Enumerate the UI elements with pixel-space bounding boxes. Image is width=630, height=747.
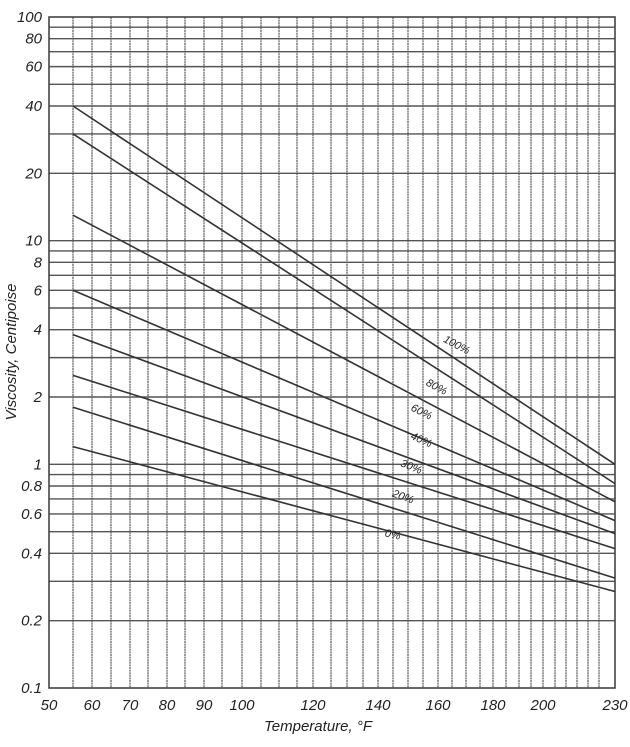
x-tick-label: 160	[425, 697, 451, 714]
y-tick-label: 60	[25, 59, 42, 76]
y-tick-label: 0.4	[21, 545, 42, 562]
y-axis-title: Viscosity, Centipoise	[3, 283, 20, 420]
y-tick-label: 4	[34, 322, 42, 339]
x-axis-ticks: 50 60 70 80 90 100 120 140 160 180 200 230	[41, 697, 629, 714]
y-tick-label: 6	[34, 282, 43, 299]
curve-labels: 100%80%60%40%30%20%0%	[384, 333, 472, 542]
curve-label: 80%	[424, 377, 449, 398]
curve-line	[72, 289, 616, 522]
vertical-gridlines	[72, 17, 600, 688]
x-tick-label: 100	[229, 697, 255, 714]
x-tick-label: 200	[529, 697, 556, 714]
x-tick-label: 230	[601, 697, 628, 714]
y-tick-label: 0.1	[21, 680, 42, 697]
curve-line	[72, 133, 616, 485]
horizontal-gridlines	[49, 26, 615, 622]
curve-label: 100%	[441, 333, 472, 357]
curve-label: 40%	[409, 430, 434, 450]
curve-label: 60%	[409, 402, 434, 423]
curve-line	[72, 333, 616, 535]
curve-line	[72, 105, 616, 466]
y-axis-ticks: 0.1 0.2 0.4 0.6 0.8 1 2 4 6 8 10 20 40 60 80 100	[17, 9, 43, 697]
x-axis-title: Temperature, °F	[264, 718, 373, 735]
x-tick-label: 180	[480, 697, 506, 714]
y-tick-label: 40	[25, 98, 42, 115]
curve-line	[72, 445, 616, 593]
y-tick-label: 2	[33, 389, 43, 406]
y-tick-label: 0.8	[21, 478, 43, 495]
x-tick-label: 50	[41, 697, 58, 714]
x-tick-label: 90	[196, 697, 213, 714]
curve-line	[72, 214, 616, 503]
x-tick-label: 60	[84, 697, 101, 714]
plot-frame	[48, 16, 616, 689]
y-tick-label: 10	[25, 233, 42, 250]
curve-line	[72, 406, 616, 579]
x-tick-label: 120	[300, 697, 326, 714]
y-tick-label: 100	[17, 9, 43, 26]
y-tick-label: 0.6	[21, 506, 43, 523]
x-tick-label: 70	[122, 697, 139, 714]
viscosity-curves	[72, 105, 616, 593]
y-tick-label: 8	[34, 254, 43, 271]
y-tick-label: 0.2	[21, 613, 43, 630]
x-tick-label: 80	[159, 697, 176, 714]
y-tick-label: 20	[24, 165, 42, 182]
curve-label: 0%	[384, 527, 403, 543]
curve-line	[72, 374, 616, 550]
y-tick-label: 80	[25, 31, 42, 48]
x-tick-label: 140	[365, 697, 391, 714]
y-tick-label: 1	[34, 456, 42, 473]
